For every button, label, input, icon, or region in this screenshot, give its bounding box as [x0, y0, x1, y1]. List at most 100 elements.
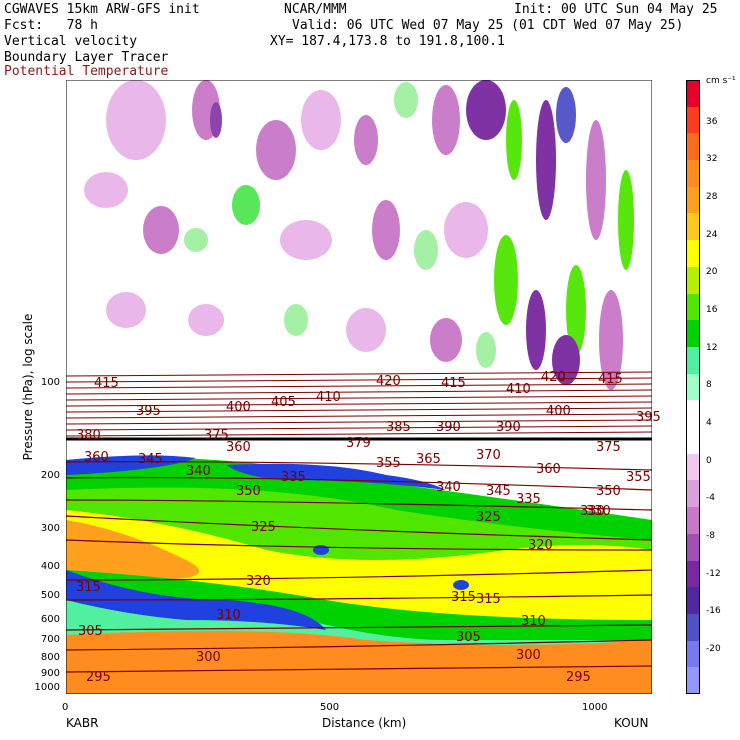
- theta-contour-label: 415: [441, 376, 466, 391]
- theta-contour-label: 360: [84, 450, 109, 465]
- colorbar-tick-label: 0: [706, 455, 712, 466]
- theta-contour-label: 355: [626, 470, 651, 485]
- colorbar-tick-label: -12: [706, 568, 721, 579]
- colorbar-tick-label: -4: [706, 493, 715, 504]
- colorbar-unit: cm s⁻¹: [706, 76, 736, 86]
- colorbar-tick-label: 20: [706, 267, 718, 278]
- colorbar-segment: [686, 266, 700, 295]
- theta-contour-label: 360: [226, 440, 251, 455]
- colorbar-tick-label: -8: [706, 531, 715, 542]
- colorbar-segment: [686, 640, 700, 668]
- theta-contour-label: 350: [596, 484, 621, 499]
- colorbar-segment: [686, 293, 700, 321]
- theta-contour-label: 415: [94, 376, 119, 391]
- colorbar-segment: [686, 213, 700, 241]
- theta-contour-label: 300: [196, 650, 221, 665]
- theta-contour-label: 375: [204, 428, 229, 443]
- colorbar-tick-label: 16: [706, 305, 718, 316]
- theta-contour-label: 415: [598, 372, 623, 387]
- theta-lines-lower: [66, 461, 652, 673]
- theta-contour-label: 295: [86, 670, 111, 685]
- colorbar-tick-label: 4: [706, 418, 712, 429]
- colorbar-segment: [686, 133, 700, 161]
- theta-contour-label: 400: [226, 400, 251, 415]
- x-tick: 1000: [582, 702, 608, 713]
- theta-contour-label: 420: [541, 370, 566, 385]
- field-vertical-velocity: Vertical velocity: [4, 34, 138, 49]
- theta-contour-label: 379: [346, 436, 371, 451]
- colorbar-segment: [686, 160, 700, 188]
- model-title: CGWAVES 15km ARW-GFS init: [4, 2, 200, 17]
- organization-label: NCAR/MMM: [284, 2, 347, 17]
- colorbar-segment: [686, 427, 700, 455]
- theta-contour-label: 395: [636, 410, 661, 425]
- colorbar-tick-label: -20: [706, 644, 721, 655]
- theta-contour-label: 375: [596, 440, 621, 455]
- colorbar-tick-label: 28: [706, 192, 718, 203]
- colorbar-segment: [686, 400, 700, 428]
- colorbar-segment: [686, 240, 700, 268]
- theta-contour-label: 340: [436, 480, 461, 495]
- colorbar-segment: [686, 80, 700, 108]
- colorbar-segment: [686, 480, 700, 508]
- colorbar-segment: [686, 667, 700, 695]
- theta-contour-label: 335: [516, 492, 541, 507]
- field-potential-temperature: Potential Temperature: [4, 64, 169, 79]
- theta-contour-label: 310: [216, 608, 241, 623]
- colorbar-segment: [686, 186, 700, 214]
- theta-contour-label: 335: [281, 470, 306, 485]
- theta-contour-label: 350: [236, 484, 261, 499]
- theta-contour-label: 400: [546, 404, 571, 419]
- pressure-tick: 700: [40, 634, 60, 645]
- theta-contour-label: 405: [271, 395, 296, 410]
- theta-contour-label: 410: [506, 382, 531, 397]
- colorbar-segment: [686, 560, 700, 588]
- upper-wave-field: [84, 80, 634, 390]
- pressure-tick: 500: [40, 590, 60, 601]
- pressure-tick: 300: [40, 523, 60, 534]
- colorbar-tick-label: 24: [706, 229, 718, 240]
- theta-contour-label: 390: [436, 420, 461, 435]
- theta-contour-label: 325: [251, 520, 276, 535]
- theta-contour-label: 390: [496, 420, 521, 435]
- pressure-tick: 900: [40, 668, 60, 679]
- theta-contour-label: 320: [528, 538, 553, 553]
- colorbar-segment: [686, 507, 700, 535]
- theta-contour-label: 370: [476, 448, 501, 463]
- theta-contour-label: 305: [78, 624, 103, 639]
- theta-contour-label: 385: [386, 420, 411, 435]
- colorbar: [686, 80, 700, 695]
- x-tick: 0: [62, 702, 69, 713]
- init-time: Init: 00 UTC Sun 04 May 25: [514, 2, 718, 17]
- theta-label-layer: 415 420 415 410 420 415 395 400 405 410 385 390 390 4…: [66, 80, 661, 694]
- theta-contour-label: 380: [76, 428, 101, 443]
- colorbar-segment: [686, 453, 700, 481]
- pressure-tick: 600: [40, 614, 60, 625]
- pressure-tick: 200: [40, 470, 60, 481]
- theta-contour-label: 330: [586, 504, 611, 519]
- x-tick: 500: [320, 702, 340, 713]
- right-station-label: KOUN: [614, 716, 649, 730]
- pressure-tick: 1000: [34, 682, 60, 693]
- theta-contour-label: 315: [76, 580, 101, 595]
- theta-contour-label: 315: [451, 590, 476, 605]
- colorbar-segment: [686, 587, 700, 615]
- colorbar-segment: [686, 346, 700, 375]
- valid-time: Valid: 06 UTC Wed 07 May 25 (01 CDT Wed …: [292, 18, 684, 33]
- cross-section-plot: [66, 80, 652, 694]
- colorbar-tick-label: 12: [706, 342, 718, 353]
- theta-contour-label: 410: [316, 390, 341, 405]
- theta-contour-label: 315: [476, 592, 501, 607]
- theta-contour-label: 420: [376, 374, 401, 389]
- theta-contour-label: 325: [476, 510, 501, 525]
- theta-contour-label: 355: [376, 456, 401, 471]
- theta-contour-label: 300: [516, 648, 541, 663]
- theta-contour-label: 360: [536, 462, 561, 477]
- cross-section-endpoints: XY= 187.4,173.8 to 191.8,100.1: [270, 34, 505, 49]
- theta-contour-label: 395: [136, 404, 161, 419]
- left-station-label: KABR: [66, 716, 99, 730]
- theta-contour-label: 330: [580, 504, 605, 519]
- theta-contour-label: 320: [246, 574, 271, 589]
- pressure-tick: 400: [40, 561, 60, 572]
- colorbar-tick-label: -16: [706, 606, 721, 617]
